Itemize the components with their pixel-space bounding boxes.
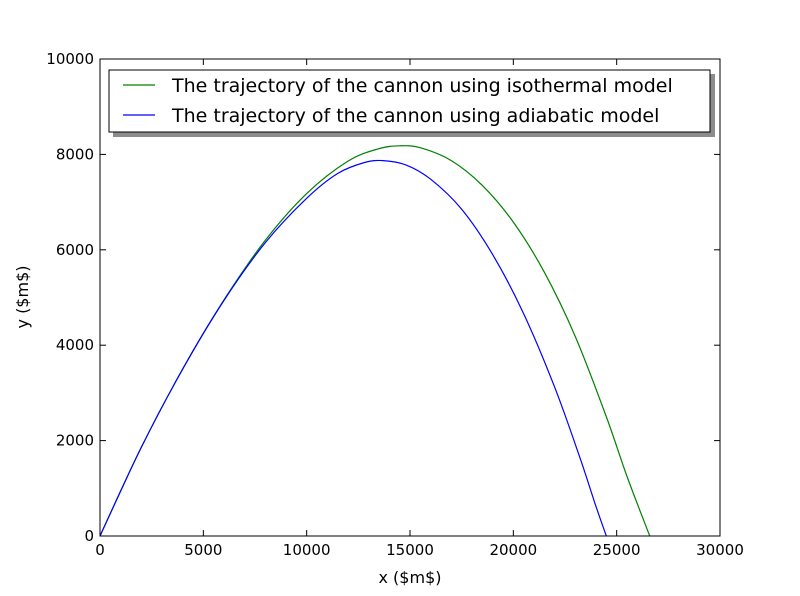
x-tick-label: 25000	[593, 541, 641, 559]
legend-label-isothermal: The trajectory of the cannon using isoth…	[171, 75, 673, 97]
y-tick-label: 4000	[56, 336, 94, 354]
x-axis-label: x ($m$)	[379, 568, 442, 587]
x-tick-label: 30000	[696, 541, 744, 559]
y-axis-label: y ($m$)	[13, 266, 32, 329]
x-tick-label: 15000	[386, 541, 434, 559]
legend: The trajectory of the cannon using isoth…	[108, 69, 715, 137]
legend-box	[108, 69, 711, 133]
plot-area: 0 5000 10000 15000 20000 25000 30000 0 2000 4000 6…	[46, 50, 744, 559]
y-tick-label: 6000	[56, 241, 94, 259]
x-tick-label: 5000	[184, 541, 222, 559]
x-tick-label: 20000	[489, 541, 537, 559]
y-tick-label: 2000	[56, 432, 94, 450]
legend-label-adiabatic: The trajectory of the cannon using adiab…	[171, 105, 659, 127]
x-tick-label: 10000	[283, 541, 331, 559]
x-tick-label: 0	[95, 541, 105, 559]
series-line-adiabatic	[99, 159, 607, 537]
y-tick-label: 8000	[56, 145, 94, 163]
y-tick-label: 0	[84, 527, 94, 545]
y-tick-label: 10000	[46, 50, 94, 68]
